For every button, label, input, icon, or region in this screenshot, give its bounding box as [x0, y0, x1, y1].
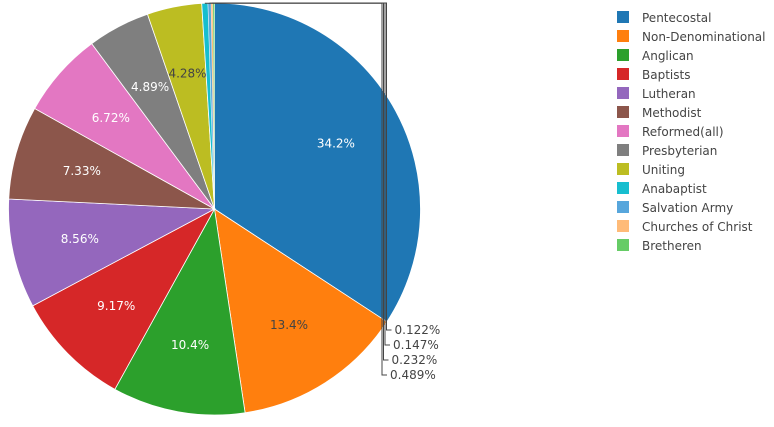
pie-slice-baptists[interactable]	[32, 208, 216, 390]
legend-swatch	[617, 106, 629, 118]
pie-slice-pentecostal[interactable]	[214, 2, 421, 323]
leader-line-anabaptist	[204, 2, 387, 376]
slice-label-bretheren: 0.122%	[395, 323, 441, 337]
legend-item-non-denominational[interactable]: Non-Denominational	[617, 30, 765, 44]
legend-swatch	[617, 87, 629, 99]
legend-label: Presbyterian	[642, 144, 717, 158]
legend-label: Uniting	[642, 163, 685, 177]
slice-label-salvation-army: 0.232%	[392, 353, 438, 367]
legend-swatch	[617, 201, 629, 213]
legend-item-methodist[interactable]: Methodist	[617, 106, 702, 120]
pie-data-labels: 34.2% 13.4% 10.4% 9.17% 8.56% 7.33% 6.72% 4.89%…	[61, 2, 441, 382]
legend-item-bretheren[interactable]: Bretheren	[617, 239, 702, 253]
pie-slices	[8, 2, 421, 416]
slice-label-non-denominational: 13.4%	[270, 318, 308, 332]
legend-swatch	[617, 30, 629, 42]
legend-swatch	[617, 49, 629, 61]
legend-label: Churches of Christ	[642, 220, 753, 234]
pie-slice-non-denominational[interactable]	[213, 208, 388, 414]
legend-label: Baptists	[642, 68, 690, 82]
legend-swatch	[617, 182, 629, 194]
legend-label: Non-Denominational	[642, 30, 765, 44]
pie-slice-anglican[interactable]	[114, 207, 246, 416]
legend-swatch	[617, 163, 629, 175]
slice-label-lutheran: 8.56%	[61, 232, 99, 246]
legend-swatch	[617, 68, 629, 80]
legend-swatch	[617, 239, 629, 251]
legend-swatch	[617, 220, 629, 232]
legend-item-churches-of-christ[interactable]: Churches of Christ	[617, 220, 753, 234]
legend-item-pentecostal[interactable]: Pentecostal	[617, 11, 711, 25]
legend-label: Anglican	[642, 49, 694, 63]
legend-label: Reformed(all)	[642, 125, 724, 139]
legend-item-anabaptist[interactable]: Anabaptist	[617, 182, 707, 196]
legend-item-presbyterian[interactable]: Presbyterian	[617, 144, 717, 158]
legend: Pentecostal Non-Denominational Anglican Bap…	[617, 11, 765, 253]
legend-label: Anabaptist	[642, 182, 707, 196]
legend-label: Salvation Army	[642, 201, 733, 215]
slice-label-anabaptist: 0.489%	[390, 368, 436, 382]
legend-label: Lutheran	[642, 87, 696, 101]
pie-slice-lutheran[interactable]	[8, 198, 216, 307]
legend-swatch	[617, 144, 629, 156]
legend-swatch	[617, 11, 629, 23]
legend-item-anglican[interactable]: Anglican	[617, 49, 694, 63]
legend-item-salvation-army[interactable]: Salvation Army	[617, 201, 733, 215]
legend-label: Bretheren	[642, 239, 702, 253]
slice-label-baptists: 9.17%	[97, 299, 135, 313]
legend-item-lutheran[interactable]: Lutheran	[617, 87, 696, 101]
legend-item-reformed-all[interactable]: Reformed(all)	[617, 125, 724, 139]
slice-label-uniting: 4.28%	[168, 67, 206, 81]
slice-label-pentecostal: 34.2%	[317, 136, 355, 150]
slice-label-reformed-all: 6.72%	[92, 111, 130, 125]
slice-label-presbyterian: 4.89%	[131, 80, 169, 94]
legend-label: Pentecostal	[642, 11, 711, 25]
legend-swatch	[617, 125, 629, 137]
legend-label: Methodist	[642, 106, 702, 120]
legend-item-uniting[interactable]: Uniting	[617, 163, 685, 177]
slice-label-anglican: 10.4%	[171, 338, 209, 352]
slice-label-churches-of-christ: 0.147%	[393, 338, 439, 352]
legend-item-baptists[interactable]: Baptists	[617, 68, 690, 82]
slice-label-methodist: 7.33%	[63, 164, 101, 178]
